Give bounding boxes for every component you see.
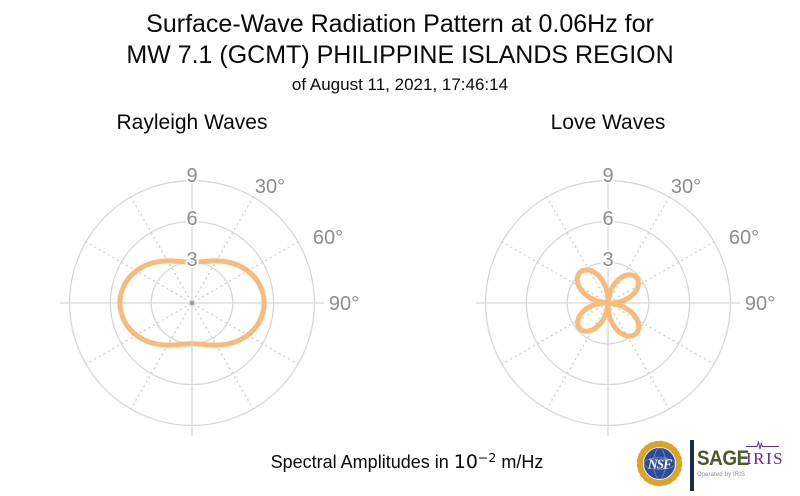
main-title-line2: MW 7.1 (GCMT) PHILIPPINE ISLANDS REGION: [126, 41, 674, 69]
caption-power-base: 10: [453, 451, 478, 473]
angle-tick-label-90: 90°: [329, 293, 359, 315]
radial-tick-label-9: 9: [186, 165, 197, 187]
polar-grid: [60, 170, 324, 436]
radial-tick-label-3: 3: [186, 249, 197, 271]
nsf-logo: NSF: [636, 440, 683, 487]
angle-tick-label-90: 90°: [745, 293, 775, 315]
figure-title-block: Surface-Wave Radiation Pattern at 0.06Hz…: [0, 9, 800, 97]
nsf-globe: [643, 447, 676, 480]
seismogram-icon: [746, 441, 779, 450]
rayleigh-polar-plot: 3 6 9 30° 60° 90°: [60, 163, 361, 436]
nsf-starburst-ring: [636, 440, 683, 487]
radial-tick-label-6: 6: [186, 208, 197, 230]
sage-tagline: Operated by IRIS: [697, 470, 746, 478]
rayleigh-plot-title: Rayleigh Waves: [116, 111, 268, 134]
polar-axis-labels: 3 6 9 30° 60° 90°: [600, 163, 777, 317]
love-plot-title: Love Waves: [550, 111, 666, 134]
radial-tick-label-6: 6: [602, 208, 613, 230]
caption-prefix: Spectral Amplitudes in: [270, 452, 454, 472]
angle-tick-label-30: 30°: [255, 176, 285, 198]
caption-suffix: m/Hz: [496, 452, 544, 472]
logo-separator: [690, 440, 694, 491]
angle-tick-label-60: 60°: [729, 227, 759, 249]
radial-tick-label-9: 9: [602, 165, 613, 187]
rayleigh-radiation-curve: [117, 258, 267, 348]
iris-logo: IRIS: [746, 441, 784, 468]
love-polar-plot: 3 6 9 30° 60° 90°: [476, 163, 777, 436]
units-caption: Spectral Amplitudes in 10−2 m/Hz: [7, 449, 800, 473]
sage-logo: SAGE Operated by IRIS: [697, 448, 749, 478]
subtitle-datetime: of August 11, 2021, 17:46:14: [291, 75, 509, 94]
radial-tick-label-3: 3: [602, 249, 613, 271]
iris-logo-text: IRIS: [746, 449, 785, 468]
nsf-gold-ring: [640, 444, 679, 483]
nsf-globe-parallel: [643, 457, 676, 470]
nsf-logo-text: NSF: [647, 457, 672, 472]
polar-axis-labels: 3 6 9 30° 60° 90°: [184, 163, 361, 317]
nsf-globe-meridian: [653, 447, 666, 480]
main-title-line1: Surface-Wave Radiation Pattern at 0.06Hz…: [146, 10, 654, 38]
angle-tick-label-60: 60°: [313, 227, 343, 249]
caption-power-exponent: −2: [477, 449, 497, 465]
angle-tick-label-30: 30°: [671, 176, 701, 198]
love-radiation-curve: [574, 267, 642, 339]
sage-logo-text: SAGE: [697, 447, 749, 470]
polar-grid: [476, 170, 740, 436]
